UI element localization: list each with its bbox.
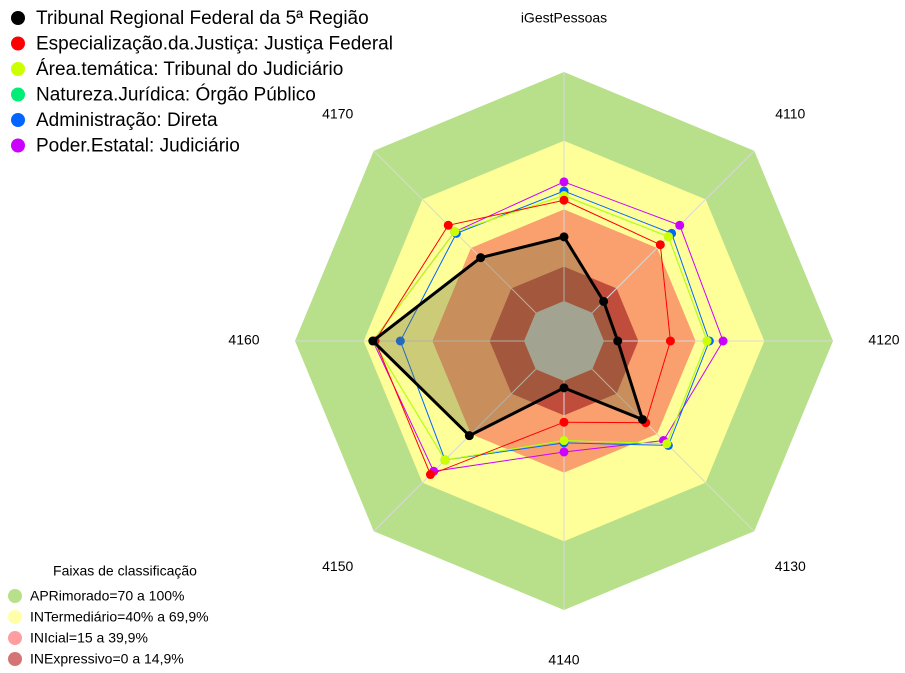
series-point [637,414,647,424]
legend-label: Poder.Estatal: Judiciário [36,136,240,157]
series-point [613,336,623,346]
axis-label: 4140 [548,652,579,668]
series-point [450,227,460,237]
legend-label: Especialização.da.Justiça: Justiça Feder… [36,34,393,55]
legend-label: Administração: Direta [36,110,218,131]
axis-label: 4130 [775,558,806,574]
series-point [718,336,728,346]
axis-label: 4110 [775,105,805,121]
legend-label: Natureza.Jurídica: Órgão Público [36,84,316,106]
series-point [476,253,486,263]
series-point [443,220,453,230]
legend-marker [11,113,25,127]
bands-legend-label: INTermediário=40% a 69,9% [30,609,209,625]
series-point [702,336,712,346]
bands-legend-marker [8,652,22,666]
legend-marker [11,138,25,153]
legend-marker [11,62,25,76]
bands-legend-label: INExpressivo=0 a 14,9% [30,651,184,667]
series-point [368,336,378,346]
legend-marker [11,11,25,25]
series-point [662,439,672,449]
legend-label: Tribunal Regional Federal da 5ª Região [36,8,369,29]
bands-legend-label: APRimorado=70 a 100% [30,588,185,604]
bands-legend-title: Faixas de classificação [53,563,197,579]
axis-label: 4120 [868,332,899,348]
spoke [591,368,755,532]
series-point [425,470,435,480]
series-point [599,296,609,306]
series-point [663,232,673,242]
series-point [464,431,474,441]
bands-legend-marker [8,631,22,645]
series-point [395,336,405,346]
series-point [559,417,569,427]
series-point [559,195,569,205]
series-point [559,383,569,393]
axis-label: 4170 [322,105,353,121]
series-point [665,336,675,346]
bands-legend-label: INIcial=15 a 39,9% [30,630,148,646]
legend-marker [11,36,25,51]
bands-legend-marker [8,589,22,603]
axis-label: 4150 [322,558,353,574]
bands-legend-marker [8,610,22,624]
series-point [559,436,569,446]
legend-marker [11,87,25,102]
series-point [655,240,665,250]
center-hole [524,301,604,381]
axis-label: 4160 [228,332,259,348]
series-point [440,455,450,465]
series-point [559,177,569,187]
series-point [559,232,569,242]
legend-label: Área.temática: Tribunal do Judiciário [36,59,343,80]
series-point [559,447,569,457]
series-point [675,220,685,230]
chart-title: iGestPessoas [521,10,607,26]
spoke [373,368,537,532]
